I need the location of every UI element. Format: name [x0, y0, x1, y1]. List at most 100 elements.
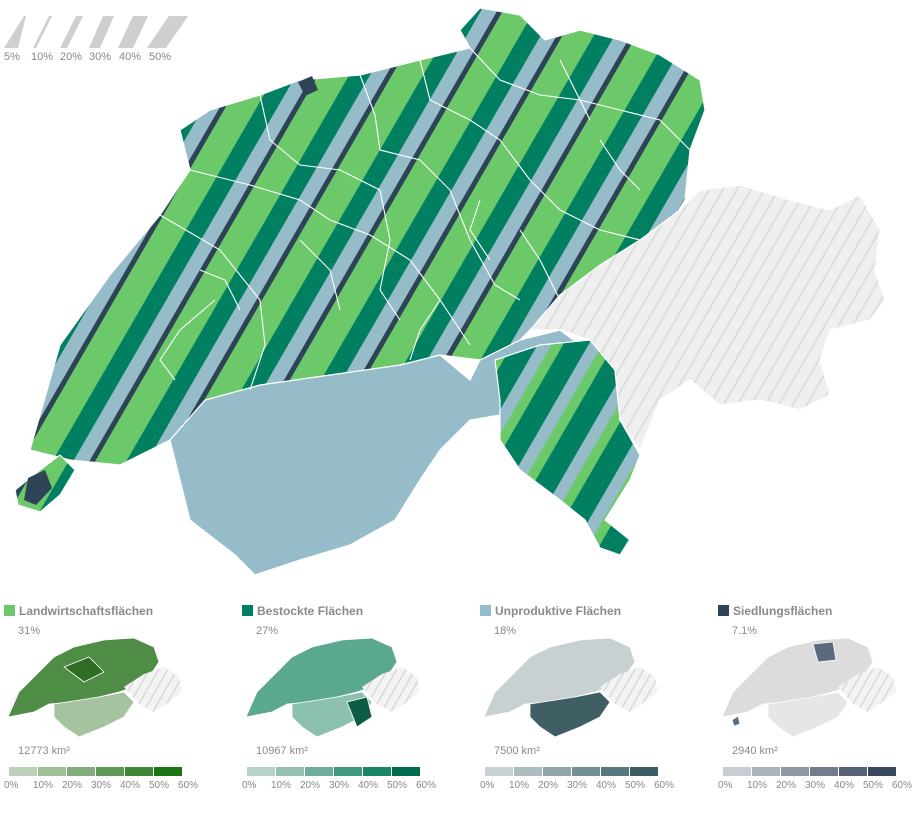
panel-area: 10967 km² — [256, 745, 308, 757]
scale-tick-label: 0% — [480, 780, 495, 791]
scale-step-3 — [810, 767, 838, 776]
switzerland-land-use-map — [14, 7, 886, 576]
scale-tick-label: 10% — [33, 780, 54, 791]
stripe-swatch-5 — [4, 16, 26, 48]
mini-dark-geneva — [731, 715, 741, 727]
panel-unproduktiv: Unproduktive Flächen 18% 7500 km² 0% 10% 2… — [480, 600, 680, 815]
scale-tick-label: 30% — [567, 780, 588, 791]
scale-tick-label: 60% — [178, 780, 199, 791]
scale-tick-label: 30% — [805, 780, 826, 791]
region-plateau — [29, 7, 706, 466]
mini-map-landwirtschaft — [7, 637, 182, 738]
scale-step-4 — [125, 767, 153, 776]
panel-percent: 18% — [494, 625, 517, 637]
scale-step-5 — [154, 767, 182, 776]
scale-step-2 — [67, 767, 95, 776]
settlement-geneva — [24, 470, 52, 505]
panel-percent: 31% — [18, 625, 41, 637]
scale-step-3 — [334, 767, 362, 776]
scale-step-0 — [723, 767, 751, 776]
swatch-agriculture — [4, 605, 15, 616]
stripe-label-50: 50% — [149, 51, 172, 63]
panel-title-text: Bestockte Flächen — [257, 604, 364, 618]
stripe-label-40: 40% — [119, 51, 142, 63]
scale-tick-label: 60% — [892, 780, 913, 791]
mini-east — [838, 667, 896, 712]
scale-step-2 — [305, 767, 333, 776]
region-graubuenden — [528, 184, 886, 452]
mini-map-siedlung — [721, 637, 896, 738]
stripe-label-30: 30% — [89, 51, 112, 63]
scale-step-0 — [485, 767, 513, 776]
panel-landwirtschaft: Landwirtschaftsflächen 31% 12773 km² 0% 1… — [4, 600, 204, 815]
stripe-label-10: 10% — [31, 51, 54, 63]
scale-tick-label: 20% — [300, 780, 321, 791]
canton-boundaries — [159, 47, 691, 391]
scale-step-3 — [572, 767, 600, 776]
scale-tick-label: 30% — [91, 780, 112, 791]
swatch-unproductive — [480, 605, 491, 616]
panel-area: 12773 km² — [18, 745, 70, 757]
settlement-basel — [298, 76, 318, 96]
scale-step-1 — [276, 767, 304, 776]
scale-tick-label: 30% — [329, 780, 350, 791]
stripe-swatch-20 — [60, 16, 83, 48]
panel-area: 2940 km² — [732, 745, 778, 757]
scale-tick-label: 10% — [747, 780, 768, 791]
scale-tick-label: 40% — [120, 780, 141, 791]
panel-title-text: Unproduktive Flächen — [495, 604, 622, 618]
stripe-swatch-10 — [33, 16, 52, 48]
swatch-forest — [242, 605, 253, 616]
scale-tick-label: 0% — [242, 780, 257, 791]
panel-area: 7500 km² — [494, 745, 540, 757]
panel-percent: 7.1% — [732, 625, 758, 637]
scale-tick-label: 0% — [4, 780, 19, 791]
panel-title-text: Siedlungsflächen — [733, 604, 833, 618]
mini-south — [529, 691, 611, 738]
mini-dark — [346, 696, 373, 728]
mini-east — [362, 667, 420, 712]
scale-step-4 — [601, 767, 629, 776]
scale-step-1 — [38, 767, 66, 776]
stripe-swatch-40 — [118, 16, 148, 48]
panel-title: Landwirtschaftsflächen — [4, 604, 153, 618]
scale-tick-label: 50% — [863, 780, 884, 791]
scale-step-1 — [514, 767, 542, 776]
stripe-density-legend: 5% 10% 20% 30% 40% 50% — [0, 14, 200, 64]
scale-tick-label: 10% — [509, 780, 530, 791]
mini-dark — [812, 641, 837, 663]
scale-step-0 — [9, 767, 37, 776]
mini-map-unproduktiv — [483, 637, 658, 738]
scale-step-2 — [543, 767, 571, 776]
scale-tick-label: 60% — [654, 780, 675, 791]
stripe-label-20: 20% — [60, 51, 83, 63]
scale-tick-label: 60% — [416, 780, 437, 791]
swatch-settlement — [718, 605, 729, 616]
mini-map-bestockt — [245, 637, 420, 738]
panel-title: Unproduktive Flächen — [480, 604, 621, 618]
scale-tick-label: 0% — [718, 780, 733, 791]
scale-step-5 — [868, 767, 896, 776]
stripe-label-5: 5% — [4, 51, 20, 63]
panel-title-text: Landwirtschaftsflächen — [19, 604, 154, 618]
scale-step-1 — [752, 767, 780, 776]
scale-step-3 — [96, 767, 124, 776]
stripe-legend-swatches — [4, 16, 188, 48]
scale-tick-label: 20% — [62, 780, 83, 791]
scale-step-4 — [839, 767, 867, 776]
scale-step-5 — [630, 767, 658, 776]
panel-title: Siedlungsflächen — [718, 604, 832, 618]
panel-bestockt: Bestockte Flächen 27% 10967 km² 0% 10% 20%… — [242, 600, 442, 815]
scale-tick-label: 50% — [149, 780, 170, 791]
mini-dark — [63, 656, 105, 683]
scale-step-0 — [247, 767, 275, 776]
mini-south — [53, 691, 135, 738]
panel-siedlung: Siedlungsflächen 7.1% 2940 km² 0% 10% 20% 3… — [718, 600, 915, 815]
scale-tick-label: 50% — [625, 780, 646, 791]
panel-percent: 27% — [256, 625, 279, 637]
mini-south — [767, 691, 849, 738]
scale-tick-label: 20% — [776, 780, 797, 791]
panel-title: Bestockte Flächen — [242, 604, 363, 618]
scale-tick-label: 10% — [271, 780, 292, 791]
mini-east — [600, 667, 658, 712]
